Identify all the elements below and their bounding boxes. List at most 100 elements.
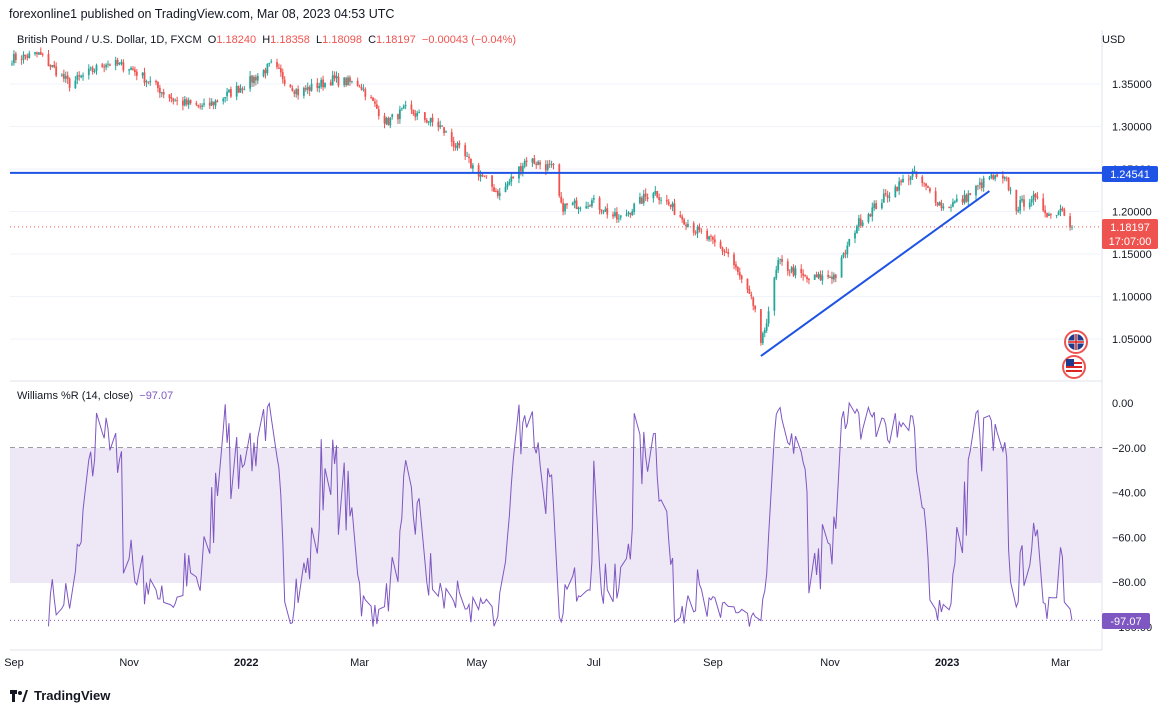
gbp-flag-icon[interactable]	[1064, 330, 1088, 354]
overlays	[10, 171, 1102, 621]
candle-body	[270, 61, 273, 63]
candle-body	[642, 194, 645, 204]
candle-body	[562, 202, 565, 212]
open-label: O	[207, 34, 217, 46]
candle-body	[105, 64, 107, 68]
candle-body	[598, 197, 601, 210]
candle-body	[243, 89, 246, 91]
candle-body	[128, 69, 131, 71]
candle-body	[519, 166, 522, 172]
candle-body	[977, 185, 979, 187]
candle-body	[539, 162, 541, 165]
candle-body	[669, 204, 672, 207]
candle-body	[775, 269, 778, 279]
candle-body	[1015, 189, 1018, 211]
publisher-line: forexonline1 published on TradingView.co…	[9, 7, 395, 21]
candle-body	[143, 72, 146, 83]
candle-body	[308, 87, 311, 91]
candle-body	[471, 165, 474, 169]
candle-body	[779, 258, 782, 260]
price-axis: 1.350001.300001.250001.200001.150001.100…	[1112, 79, 1152, 346]
candle-body	[120, 61, 123, 64]
candle-body	[953, 201, 956, 203]
indicator-tick: −60.00	[1112, 532, 1146, 544]
candle-body	[498, 192, 501, 197]
candle-body	[566, 203, 568, 206]
candle-body	[1005, 177, 1008, 179]
candle-body	[160, 92, 163, 94]
williams-series	[48, 401, 1073, 627]
candle-body	[80, 75, 83, 78]
candle-body	[34, 52, 36, 54]
candle-body	[1049, 214, 1052, 216]
time-axis: Sep Nov 2022 Mar May Jul Sep Nov 2023 Mar	[4, 657, 1070, 669]
candle-body	[975, 185, 977, 196]
candle-body	[28, 53, 31, 59]
candle-body	[869, 214, 872, 217]
candle-body	[235, 86, 238, 97]
candle-body	[304, 88, 307, 90]
candle-body	[706, 230, 709, 240]
candle-body	[404, 104, 407, 106]
candle-body	[990, 174, 993, 178]
level-badge: 1.24541	[1102, 166, 1158, 182]
candle-body	[458, 143, 461, 146]
candle-body	[733, 254, 735, 266]
candle-body	[224, 97, 227, 99]
usd-flag-icon[interactable]	[1062, 355, 1086, 379]
candle-body	[880, 203, 883, 209]
candle-body	[26, 55, 29, 58]
candle-body	[14, 53, 17, 61]
candle-body	[725, 251, 728, 253]
candle-body	[535, 163, 538, 166]
candle-body	[996, 174, 999, 177]
candle-body	[792, 266, 795, 276]
candle-body	[187, 100, 190, 105]
level-badge-text: 1.24541	[1110, 169, 1150, 181]
candle-body	[575, 200, 578, 209]
candle-body	[64, 75, 67, 79]
candle-body	[89, 67, 92, 69]
candle-body	[679, 215, 682, 217]
candle-body	[952, 202, 954, 207]
candle-body	[886, 194, 889, 198]
candle-body	[907, 179, 910, 181]
indicator-badge: -97.07	[1102, 613, 1150, 629]
candle-body	[331, 75, 334, 86]
candle-body	[888, 196, 891, 198]
candle-body	[441, 125, 444, 127]
candle-body	[831, 276, 833, 280]
close-label: C	[368, 34, 377, 46]
candle-body	[687, 223, 689, 227]
candle-body	[1028, 202, 1031, 208]
candle-body	[343, 77, 346, 86]
candle-body	[577, 207, 580, 210]
candle-body	[673, 203, 676, 215]
candle-body	[763, 330, 766, 334]
candle-body	[928, 188, 931, 192]
candle-body	[681, 216, 684, 220]
candle-body	[262, 70, 265, 77]
candle-body	[948, 206, 951, 208]
candle-body	[1061, 208, 1064, 211]
candle-body	[735, 264, 737, 268]
candle-body	[1023, 199, 1025, 207]
candle-body	[965, 194, 968, 202]
candle-body	[375, 104, 378, 109]
candle-body	[560, 196, 563, 203]
candle-body	[777, 260, 780, 271]
time-tick: 2023	[935, 657, 959, 669]
candle-body	[652, 193, 655, 199]
candle-body	[525, 160, 528, 162]
tradingview-brand[interactable]: TradingView	[10, 688, 110, 703]
indicator-tick: 0.00	[1112, 398, 1133, 410]
candle-body	[736, 267, 739, 273]
candle-body	[658, 197, 661, 201]
candle-body	[808, 278, 810, 280]
candle-body	[1019, 200, 1022, 211]
candle-body	[665, 199, 668, 202]
candle-body	[141, 72, 144, 76]
candle-body	[1017, 209, 1020, 212]
candle-body	[95, 64, 98, 72]
